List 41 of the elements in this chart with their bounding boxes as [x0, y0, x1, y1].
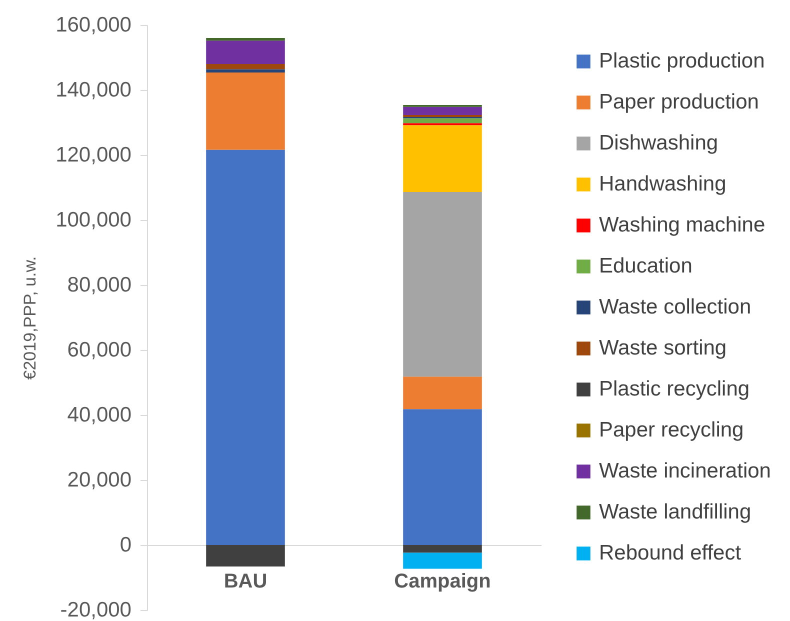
y-tick-label: 80,000	[67, 274, 132, 296]
legend-label: Paper production	[599, 90, 759, 114]
legend-label: Waste landfilling	[599, 500, 752, 524]
y-tick-label: 60,000	[67, 338, 132, 362]
legend-label: Paper recycling	[599, 418, 744, 442]
y-tick-label: 120,000	[56, 144, 132, 166]
y-tick-label: 100,000	[56, 208, 132, 232]
bar	[206, 69, 285, 72]
x-tick-label: Campaign	[394, 570, 491, 592]
bar	[206, 40, 285, 64]
bar	[403, 192, 482, 377]
y-tick-label: 0	[120, 534, 132, 556]
y-tick-label: 40,000	[67, 404, 132, 426]
y-tick-label: 140,000	[56, 78, 132, 102]
bar	[206, 150, 285, 545]
bar	[206, 38, 285, 41]
legend-label: Plastic recycling	[599, 378, 750, 400]
bar	[206, 545, 285, 566]
y-axis-title: €2019,PPP, u.w.	[20, 256, 40, 380]
bar	[403, 125, 482, 192]
legend-label: Education	[599, 254, 692, 278]
y-tick-label: -20,000	[60, 598, 132, 621]
bar	[206, 64, 285, 70]
bar	[403, 409, 482, 545]
bar	[403, 106, 482, 116]
x-tick-label: BAU	[224, 570, 268, 592]
legend-label: Dishwashing	[599, 132, 718, 154]
bar	[403, 376, 482, 410]
bar	[403, 552, 482, 569]
legend-label: Washing machine	[599, 214, 766, 236]
y-tick-label: 160,000	[56, 14, 132, 36]
legend-label: Waste sorting	[599, 336, 727, 360]
legend-label: Plastic production	[599, 50, 765, 72]
y-tick-label: 20,000	[67, 468, 132, 492]
bar	[403, 118, 482, 124]
bar	[403, 545, 482, 553]
legend-label: Rebound effect	[599, 542, 742, 564]
legend-label: Waste incineration	[599, 460, 771, 482]
legend-label: Waste collection	[599, 296, 752, 318]
bar	[206, 72, 285, 150]
legend-label: Handwashing	[599, 172, 726, 196]
